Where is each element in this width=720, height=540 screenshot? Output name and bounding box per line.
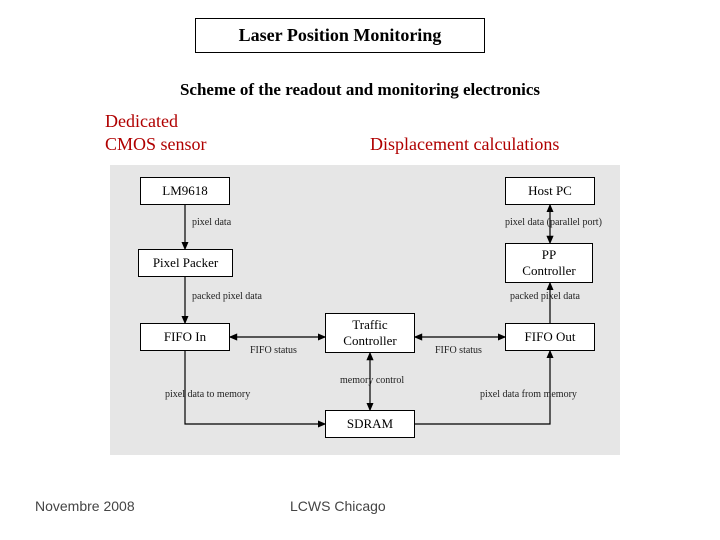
node-sdram: SDRAM xyxy=(325,410,415,438)
footer-date: Novembre 2008 xyxy=(35,498,135,514)
left-annotation: Dedicated CMOS sensor xyxy=(105,110,207,155)
edge-label-fifostatus1: FIFO status xyxy=(250,345,297,356)
arrow-8 xyxy=(415,351,550,424)
subtitle: Scheme of the readout and monitoring ele… xyxy=(0,80,720,100)
edge-label-pixeldata1: pixel data xyxy=(192,217,231,228)
footer-venue: LCWS Chicago xyxy=(290,498,386,514)
edge-label-memctrl: memory control xyxy=(340,375,404,386)
node-fifoout: FIFO Out xyxy=(505,323,595,351)
block-diagram: LM9618 Pixel Packer FIFO In TrafficControll… xyxy=(110,165,620,455)
node-ppctrl: PPController xyxy=(505,243,593,283)
page-title: Laser Position Monitoring xyxy=(239,25,442,45)
edge-label-pixeldata2: pixel data to memory xyxy=(165,389,250,400)
arrow-7 xyxy=(185,351,325,424)
page-title-box: Laser Position Monitoring xyxy=(195,18,485,53)
node-pixpacker: Pixel Packer xyxy=(138,249,233,277)
edge-label-pixeldata3: pixel data from memory xyxy=(480,389,577,400)
node-fifoin: FIFO In xyxy=(140,323,230,351)
node-traffic: TrafficController xyxy=(325,313,415,353)
edge-label-packedpixel2: packed pixel data xyxy=(510,291,580,302)
left-annotation-line1: Dedicated xyxy=(105,111,178,131)
node-hostpc: Host PC xyxy=(505,177,595,205)
right-annotation: Displacement calculations xyxy=(370,134,559,155)
left-annotation-line2: CMOS sensor xyxy=(105,134,207,154)
edge-label-packedpixel1: packed pixel data xyxy=(192,291,262,302)
node-lm9618: LM9618 xyxy=(140,177,230,205)
edge-label-parallelport: pixel data (parallel port) xyxy=(505,217,602,228)
edge-label-fifostatus2: FIFO status xyxy=(435,345,482,356)
